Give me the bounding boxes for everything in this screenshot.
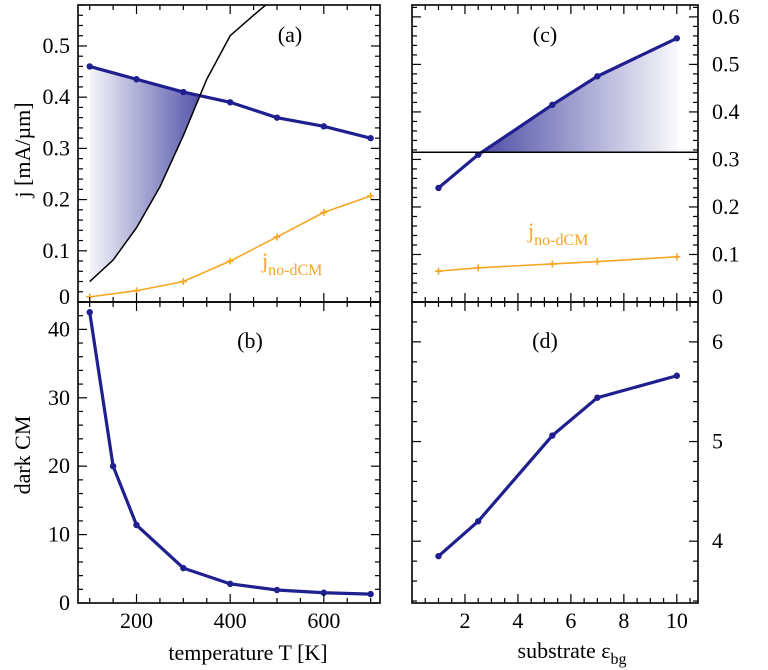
data-point-a-3	[226, 99, 234, 106]
data-point-c-4	[673, 35, 681, 42]
data-point-c-1	[475, 151, 482, 158]
y-tick-label-c: 0.6	[712, 4, 740, 29]
plot-area-d	[435, 372, 681, 560]
data-marker-c-4	[673, 253, 681, 261]
data-point-d-3	[594, 394, 601, 401]
series-line-c-orange	[438, 256, 677, 272]
data-marker-a-4	[273, 233, 281, 241]
panel-label-b: (b)	[237, 328, 263, 353]
data-marker-a-5	[320, 208, 328, 216]
data-point-a-2	[180, 88, 187, 96]
panel-label-d: (d)	[532, 328, 558, 353]
series-label-c: jno-dCM	[527, 218, 588, 249]
y-tick-label-b: 20	[48, 453, 70, 478]
plot-area-b	[86, 309, 374, 598]
data-marker-a-2	[179, 278, 187, 286]
series-label-a-main: j	[261, 248, 268, 273]
shaded-region-a	[89, 66, 199, 282]
data-point-c-2	[549, 101, 556, 108]
y-tick-label-c: 0	[712, 284, 723, 309]
x-tick-label-b: 600	[307, 608, 340, 633]
data-point-c-3	[594, 73, 601, 80]
frame-b	[77, 301, 381, 604]
data-point-b-1	[109, 462, 117, 470]
series-label-a: jno-dCM	[261, 248, 322, 279]
y-tick-label-b: 10	[48, 522, 70, 547]
series-label-c-sub: no-dCM	[534, 232, 588, 249]
data-point-b-2	[133, 521, 140, 529]
y-tick-label-d: 5	[712, 429, 723, 454]
y-tick-label-c: 0.2	[712, 194, 740, 219]
series-line-d-dark	[437, 374, 678, 558]
data-point-b-4	[226, 580, 234, 588]
data-point-c-0	[435, 184, 442, 192]
panel-label-a: (a)	[278, 22, 302, 47]
y-tick-label-c: 0.5	[712, 51, 740, 76]
y-tick-label-a: 0.3	[43, 135, 71, 160]
data-marker-c-1	[474, 264, 482, 272]
x-tick-label-d: 10	[666, 608, 688, 633]
y-tick-label-b: 40	[48, 316, 70, 341]
data-point-a-6	[367, 134, 374, 142]
data-point-d-2	[549, 432, 556, 439]
data-marker-a-6	[367, 192, 375, 200]
x-axis-title-b: temperature T [K]	[168, 640, 327, 665]
x-tick-label-b: 400	[214, 608, 247, 633]
y-tick-label-a: 0.2	[43, 187, 71, 212]
y-axis-title-a: j [mA/µm]	[10, 102, 35, 198]
data-point-a-1	[133, 76, 140, 83]
y-tick-label-b: 30	[48, 385, 70, 410]
y-tick-label-a: 0.4	[43, 84, 71, 109]
series-line-a-black	[89, 5, 267, 283]
data-point-a-0	[86, 63, 93, 70]
data-point-b-6	[320, 589, 328, 596]
panel-a: 0 0.1 0.2 0.3 0.4 0.5 (a)	[43, 4, 381, 309]
series-label-c-main: j	[527, 218, 534, 243]
y-tick-label-d: 4	[712, 528, 723, 553]
y-tick-label-d: 6	[712, 329, 723, 354]
y-tick-label-a: 0	[59, 284, 70, 309]
data-marker-a-3	[226, 257, 234, 265]
x-tick-label-d: 6	[565, 608, 576, 633]
data-point-b-7	[367, 590, 374, 598]
x-tick-label-d: 8	[618, 608, 629, 633]
data-point-b-0	[86, 309, 93, 316]
y-tick-label-c: 0.3	[712, 146, 740, 171]
panel-c: 0 0.1 0.2 0.3 0.4 0.5 0.6 (c)	[411, 4, 740, 309]
y-tick-label-b: 0	[59, 590, 70, 615]
y-tick-label-c: 0.4	[712, 99, 740, 124]
x-axis-title-d-main: substrate ε	[518, 638, 611, 663]
x-tick-label-b: 200	[120, 608, 153, 633]
data-point-d-0	[435, 552, 442, 560]
data-point-d-1	[475, 518, 482, 525]
data-point-a-4	[273, 114, 281, 121]
plot-area-a	[86, 5, 375, 301]
data-point-a-5	[320, 123, 328, 130]
data-marker-c-0	[434, 267, 442, 275]
plot-area-c	[412, 35, 698, 275]
shaded-region-c	[478, 38, 677, 155]
y-tick-label-c: 0.1	[712, 241, 740, 266]
y-axis-title-b: dark CM	[10, 416, 35, 495]
data-point-d-4	[673, 372, 681, 379]
x-axis-title-d: substrate εbg	[518, 638, 627, 668]
data-marker-c-3	[593, 258, 601, 266]
x-tick-label-d: 2	[459, 608, 470, 633]
data-marker-c-2	[548, 260, 556, 268]
data-point-b-5	[273, 586, 281, 594]
x-axis-title-d-sub: bg	[610, 651, 626, 668]
data-point-b-3	[180, 564, 187, 572]
panel-b: 0 10 20 30 40 200 400 600 (b)	[48, 301, 381, 633]
frame-d	[411, 301, 699, 604]
series-line-b-dark	[88, 312, 371, 596]
y-tick-label-a: 0.1	[43, 238, 71, 263]
series-label-a-sub: no-dCM	[268, 262, 322, 279]
y-tick-label-a: 0.5	[43, 33, 71, 58]
x-tick-label-d: 4	[512, 608, 523, 633]
panel-label-c: (c)	[533, 22, 557, 47]
panel-d: 4 5 6 2 4 6 8 10 (d)	[411, 301, 723, 633]
